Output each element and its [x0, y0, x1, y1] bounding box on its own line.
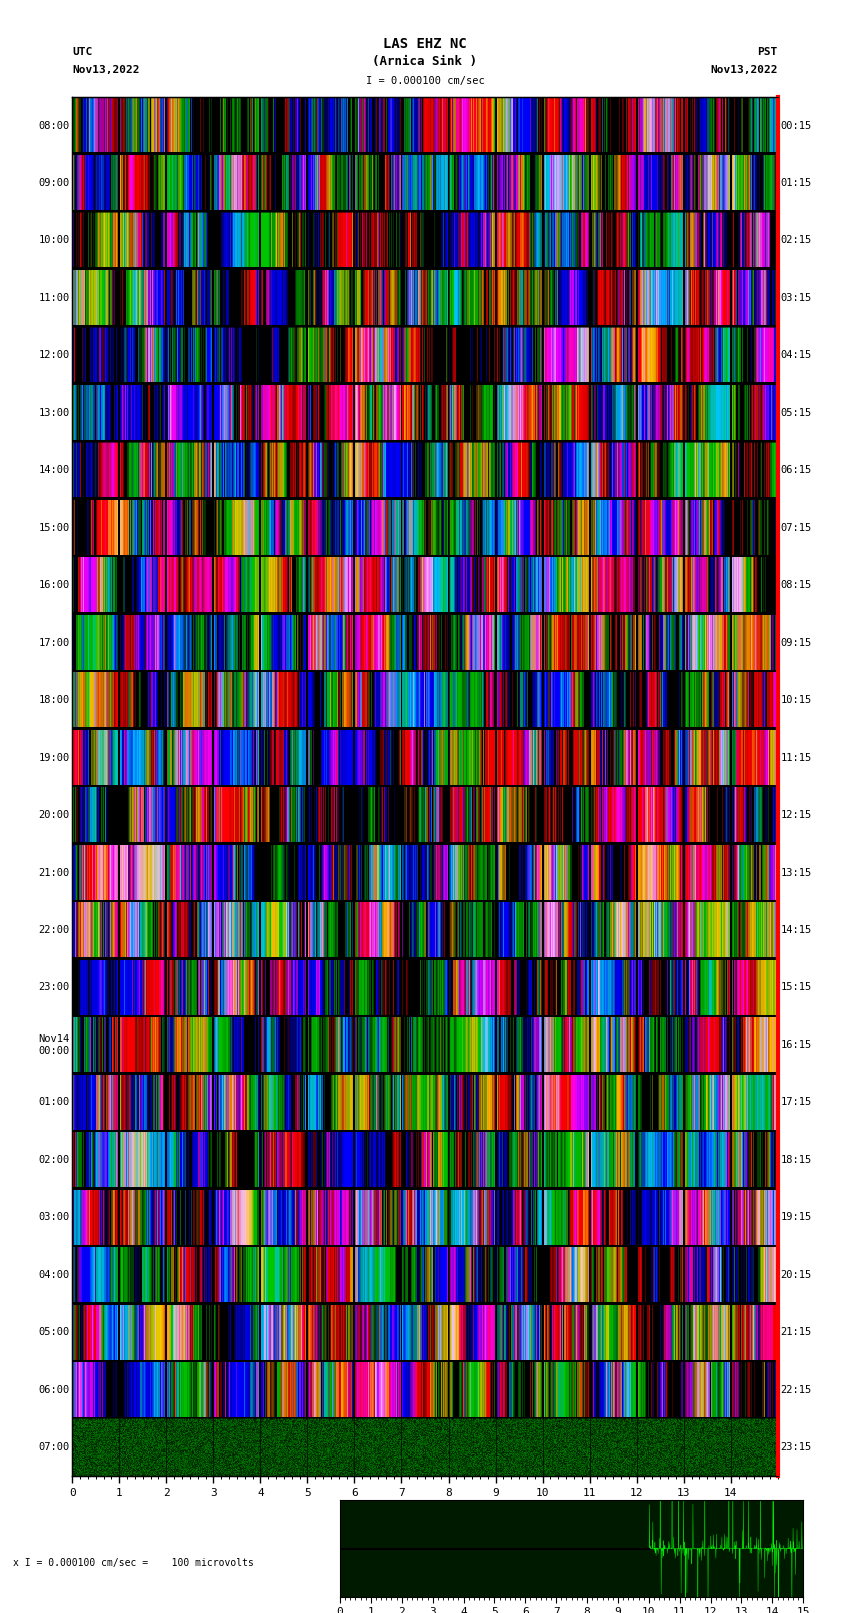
Text: (Arnica Sink ): (Arnica Sink )	[372, 55, 478, 68]
X-axis label: TIME (MINUTES): TIME (MINUTES)	[372, 1503, 478, 1516]
Text: I = 0.000100 cm/sec: I = 0.000100 cm/sec	[366, 76, 484, 85]
Text: Nov13,2022: Nov13,2022	[711, 65, 778, 74]
Text: LAS EHZ NC: LAS EHZ NC	[383, 37, 467, 52]
Text: x I = 0.000100 cm/sec =    100 microvolts: x I = 0.000100 cm/sec = 100 microvolts	[13, 1558, 253, 1568]
Text: Nov13,2022: Nov13,2022	[72, 65, 139, 74]
Text: PST: PST	[757, 47, 778, 56]
Text: UTC: UTC	[72, 47, 93, 56]
